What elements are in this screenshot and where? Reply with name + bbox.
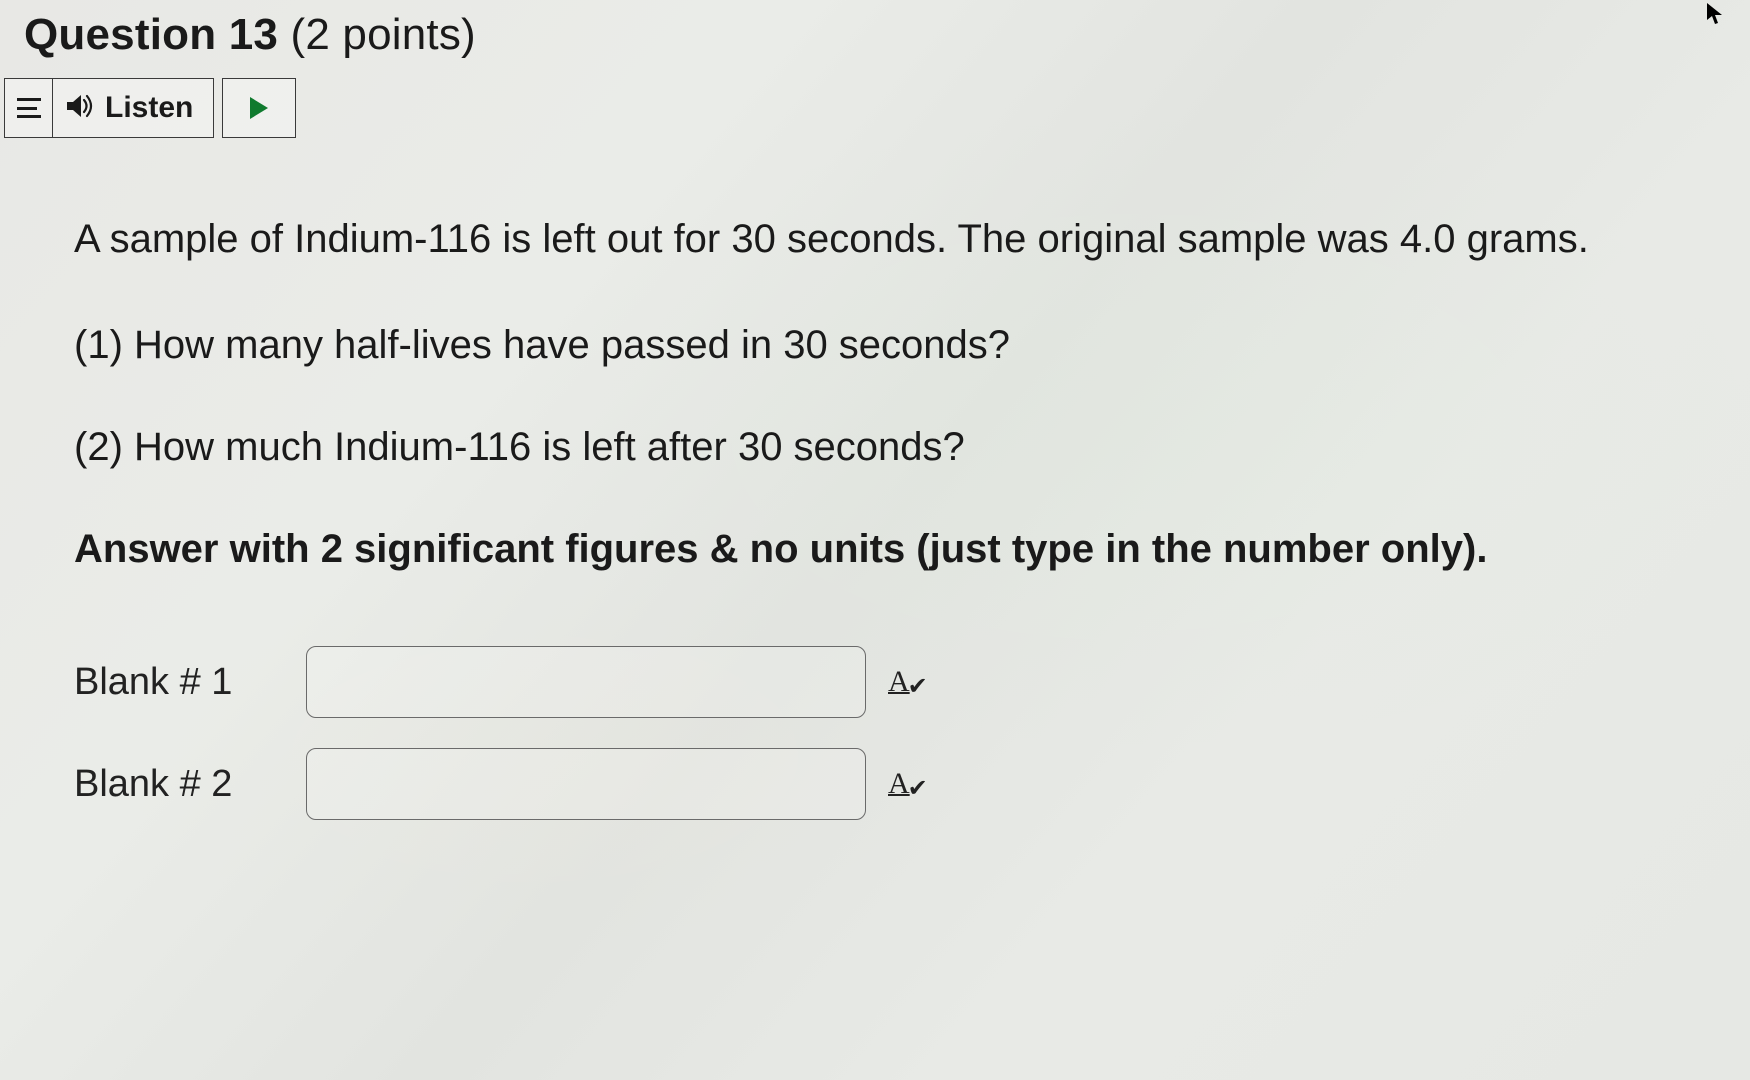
spellcheck-toggle[interactable]: A✔ <box>888 659 928 706</box>
listen-toolbar: Listen <box>4 78 1750 138</box>
play-button[interactable] <box>222 78 296 138</box>
blank-row: Blank # 2 A✔ <box>74 748 1690 820</box>
question-header: Question 13 (2 points) <box>0 0 1750 72</box>
subquestion-2: (2) How much Indium-116 is left after 30… <box>74 416 1690 478</box>
question-number: Question 13 <box>24 10 278 59</box>
blank-1-label: Blank # 1 <box>74 653 284 712</box>
answer-blanks: Blank # 1 A✔ Blank # 2 A✔ <box>74 646 1690 820</box>
spellcheck-toggle[interactable]: A✔ <box>888 761 928 808</box>
question-points: (2 points) <box>290 10 475 59</box>
blank-2-input[interactable] <box>306 748 866 820</box>
answer-instruction: Answer with 2 significant figures & no u… <box>74 518 1690 580</box>
listen-button-group: Listen <box>4 78 214 138</box>
blank-row: Blank # 1 A✔ <box>74 646 1690 718</box>
subquestion-1: (1) How many half-lives have passed in 3… <box>74 314 1690 376</box>
play-icon <box>248 95 270 121</box>
menu-icon <box>17 98 41 118</box>
question-body: A sample of Indium-116 is left out for 3… <box>0 138 1750 820</box>
listen-menu-button[interactable] <box>5 79 53 137</box>
cursor-icon <box>1706 2 1724 26</box>
blank-1-input[interactable] <box>306 646 866 718</box>
blank-2-label: Blank # 2 <box>74 755 284 814</box>
speaker-icon <box>65 92 95 125</box>
listen-label: Listen <box>105 91 193 125</box>
spellcheck-icon: A <box>888 761 910 808</box>
spellcheck-icon: A <box>888 659 910 706</box>
question-intro: A sample of Indium-116 is left out for 3… <box>74 208 1690 270</box>
quiz-question-page: Question 13 (2 points) Listen <box>0 0 1750 1080</box>
listen-button[interactable]: Listen <box>53 79 213 137</box>
